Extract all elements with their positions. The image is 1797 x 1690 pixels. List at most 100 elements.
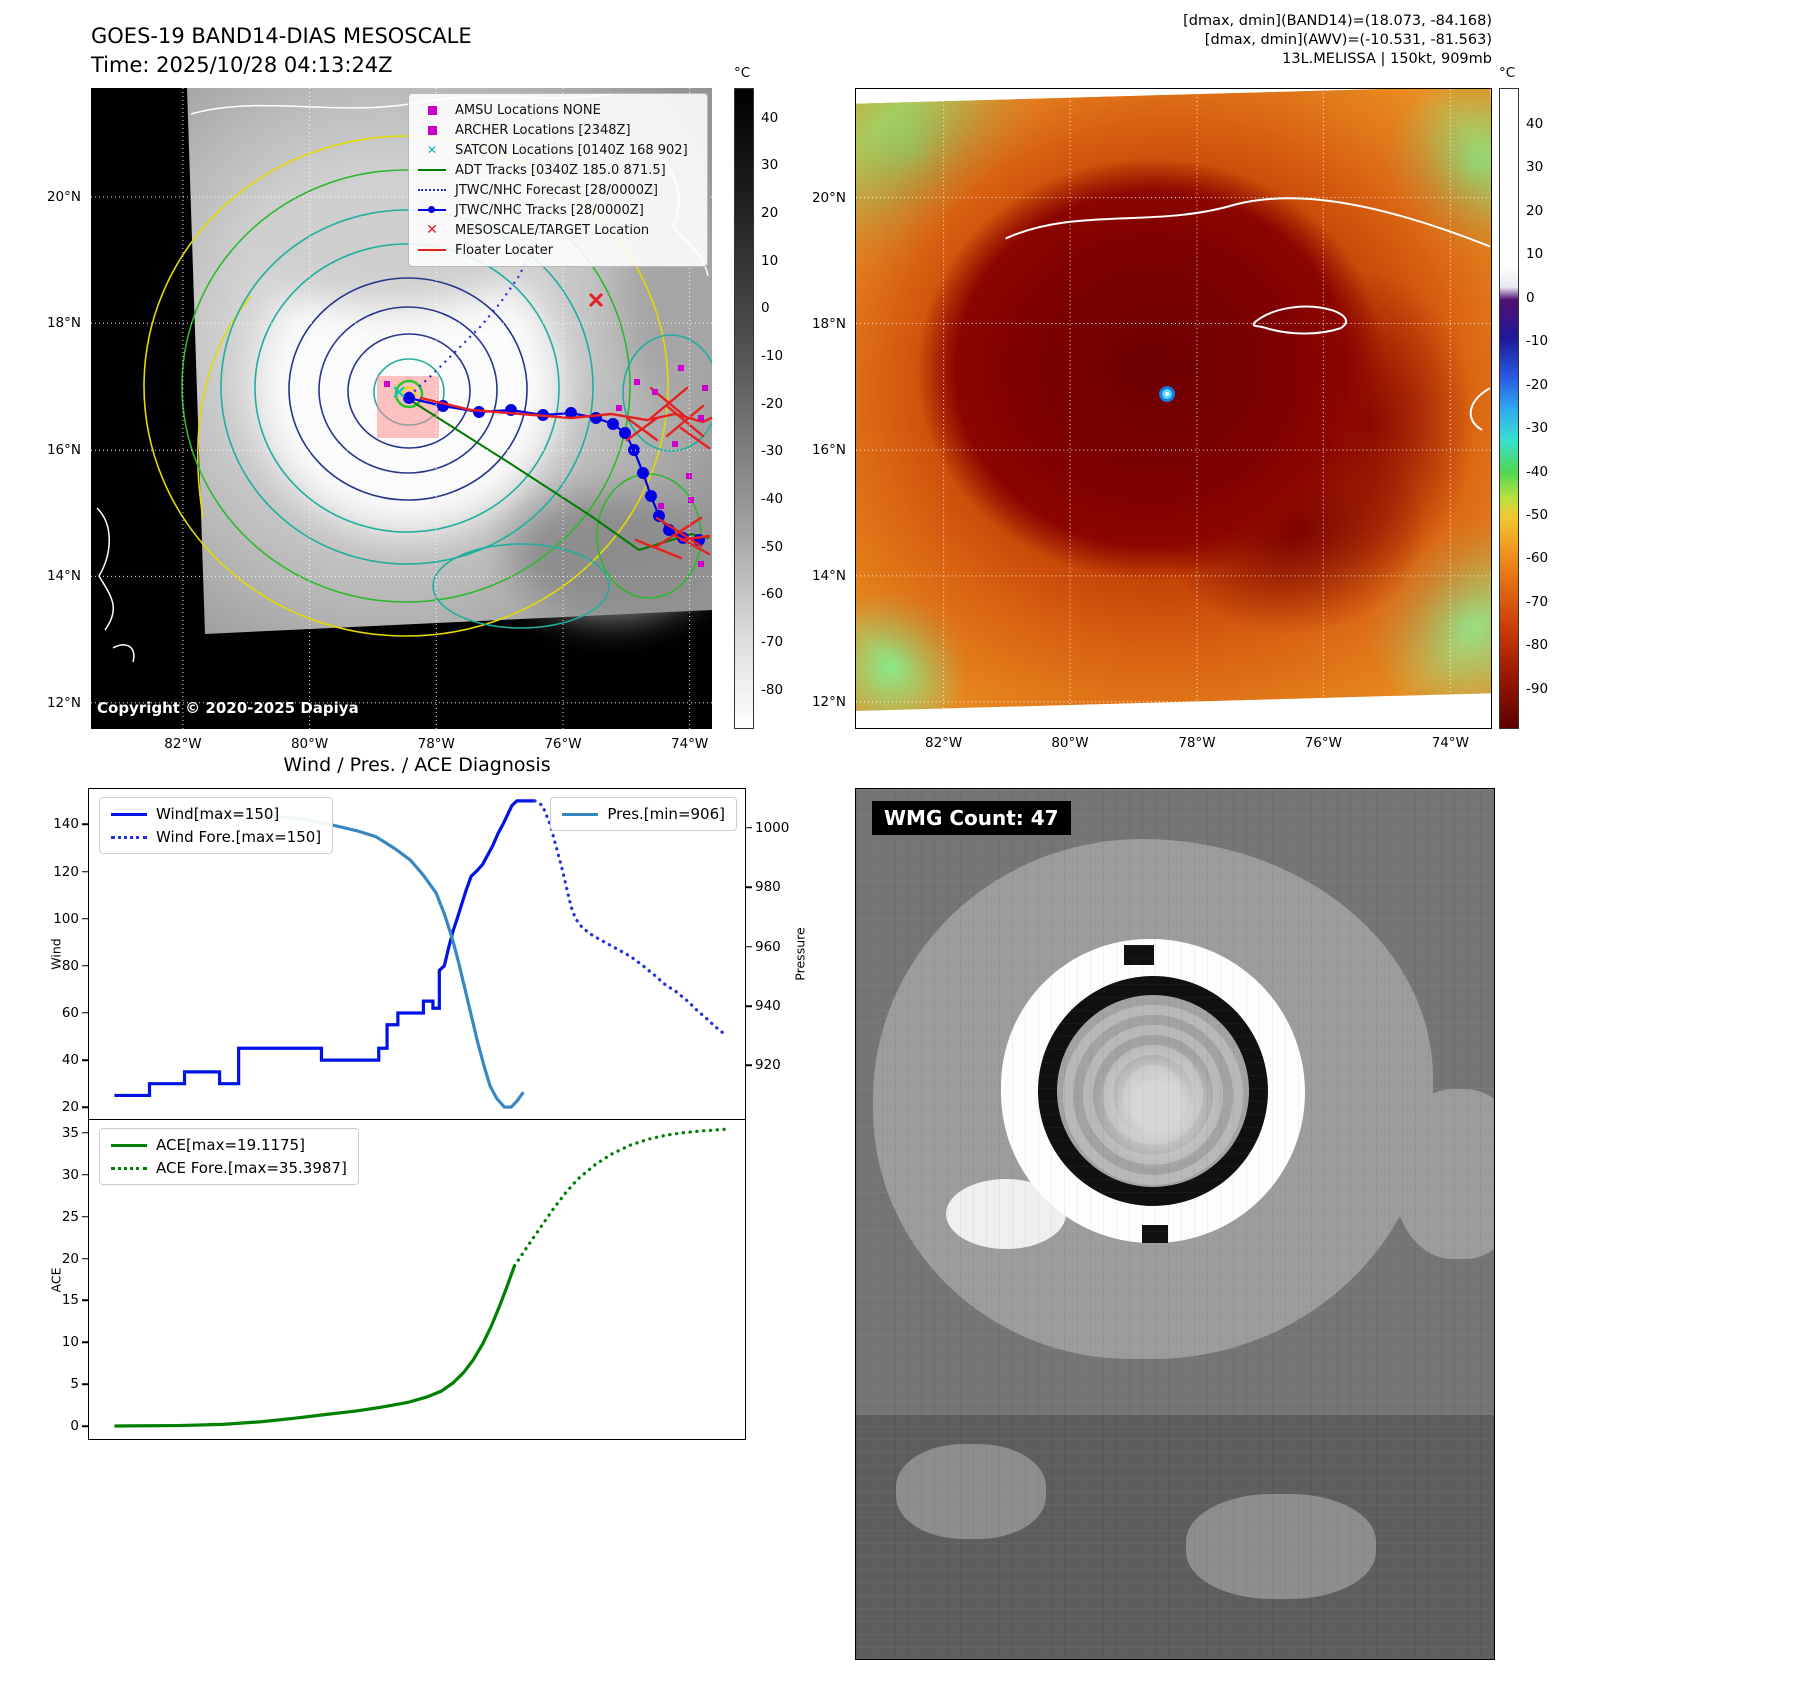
map-lat-tick-label: 14°N bbox=[46, 568, 81, 585]
wmg-black-notch bbox=[1124, 945, 1154, 965]
y-tick-label: 960 bbox=[755, 938, 781, 955]
goes-colorbar: °C 40 30 20 10 0 -10 -20 -30 -40 -50 -60 -70 -80 bbox=[734, 65, 783, 729]
colorbar-tick-label: 30 bbox=[1526, 159, 1544, 176]
y-tick-label: 40 bbox=[61, 1052, 79, 1069]
storm-id-intensity: 13L.MELISSA | 150kt, 909mb bbox=[1282, 51, 1492, 67]
map-legend-label: Floater Locater bbox=[455, 242, 554, 258]
chart-legend-label: Wind Fore.[max=150] bbox=[156, 828, 322, 846]
awv-header-block: [dmax, dmin](BAND14)=(18.073, -84.168) [… bbox=[1000, 12, 1492, 69]
map-lat-tick-label: 16°N bbox=[46, 442, 81, 459]
colorbar-tick-label: -50 bbox=[1526, 507, 1549, 523]
colorbar-tick-label: 30 bbox=[761, 157, 779, 174]
chart-legend: ACE[max=19.1175] ACE Fore.[max=35.3987] bbox=[99, 1128, 359, 1185]
map-lat-tick-label: 18°N bbox=[811, 315, 846, 332]
wmg-black-notch bbox=[1142, 1225, 1168, 1243]
goes-time: Time: 2025/10/28 04:13:24Z bbox=[91, 53, 393, 77]
chart-legend-item: ACE Fore.[max=35.3987] bbox=[111, 1159, 347, 1177]
map-legend-item: ✕ SATCON Locations [0140Z 168 902] bbox=[417, 140, 699, 160]
colorbar-tick-label: -30 bbox=[1526, 420, 1549, 437]
wind-pressure-chart: 20 40 60 80 100 120 140 920 940 960 980 1000 Wind[… bbox=[53, 788, 789, 1120]
legend-line-sample bbox=[111, 1166, 147, 1170]
chart-legend-label: ACE Fore.[max=35.3987] bbox=[156, 1159, 347, 1177]
y-tick-label: 140 bbox=[53, 816, 79, 833]
wmg-panel: WMG Count: 47 bbox=[855, 788, 1495, 1660]
copyright-text: Copyright © 2020-2025 Dapiya bbox=[97, 699, 359, 717]
chart-legend: Pres.[min=906] bbox=[550, 797, 737, 831]
wmg-pixelation-overlay bbox=[856, 789, 1494, 1659]
graticule bbox=[91, 88, 712, 729]
floater-tracks bbox=[419, 386, 712, 560]
x-marker-icon: ✕ bbox=[426, 143, 438, 157]
y-tick-label: 940 bbox=[755, 998, 781, 1015]
colorbar-tick-label: -10 bbox=[1526, 333, 1549, 350]
wmg-count-badge: WMG Count: 47 bbox=[872, 801, 1071, 835]
wmg-gray-blob bbox=[1394, 1089, 1494, 1259]
awv-map-clip bbox=[856, 89, 1491, 728]
colorbar-tick-label: -90 bbox=[1526, 680, 1549, 697]
awv-colorbar-ticks: 40 30 20 10 0 -10 -20 -30 -40 -50 -60 -70 -80 -90 bbox=[1500, 89, 1548, 728]
awv-colorbar-unit: °C bbox=[1499, 65, 1516, 81]
line-marker-icon bbox=[417, 169, 447, 171]
square-marker-icon bbox=[417, 125, 447, 135]
y-tick-label: 920 bbox=[755, 1057, 781, 1074]
y-tick-label: 30 bbox=[61, 1166, 79, 1183]
y-tick-label: 25 bbox=[61, 1208, 79, 1225]
map-lon-tick-label: 76°W bbox=[1304, 735, 1342, 751]
storm-eye bbox=[1159, 386, 1175, 403]
chart-legend-item: Wind Fore.[max=150] bbox=[111, 828, 321, 846]
chart-legend-label: ACE[max=19.1175] bbox=[156, 1136, 305, 1154]
colorbar-tick-label: 20 bbox=[761, 204, 779, 221]
goes-band14-map: AMSU Locations NONE ARCHER Locations [234… bbox=[47, 88, 712, 752]
legend-line-sample bbox=[111, 1143, 147, 1147]
goes-colorbar-ticks: 40 30 20 10 0 -10 -20 -30 -40 -50 -60 -70 -80 bbox=[735, 89, 783, 728]
series-pres- bbox=[114, 808, 525, 1109]
awv-map-overlay bbox=[856, 89, 1491, 728]
diagnosis-title: Wind / Pres. / ACE Diagnosis bbox=[283, 754, 551, 776]
goes-title-block: GOES-19 BAND14-DIAS MESOSCALE Time: 2025… bbox=[91, 22, 472, 80]
dmax-dmin-band14: [dmax, dmin](BAND14)=(18.073, -84.168) bbox=[1183, 13, 1492, 29]
goes-lon-axis: 82°W 80°W 78°W 76°W 74°W bbox=[91, 736, 712, 756]
map-lat-tick-label: 20°N bbox=[46, 188, 81, 205]
awv-lon-axis: 82°W 80°W 78°W 76°W 74°W bbox=[856, 735, 1491, 755]
series-ace-fore- bbox=[512, 1127, 728, 1268]
pressure-y-axis: 920 940 960 980 1000 bbox=[749, 789, 793, 1119]
awv-colorbar: °C 40 30 20 10 0 -10 -20 -30 -40 -50 -60 -70 -80 -90 bbox=[1499, 65, 1548, 729]
y-tick-label: 20 bbox=[61, 1099, 79, 1116]
y-tick-label: 5 bbox=[70, 1376, 79, 1393]
map-legend-item: Floater Locater bbox=[417, 240, 699, 260]
colorbar-tick-label: 0 bbox=[1526, 289, 1535, 306]
map-legend-item: JTWC/NHC Tracks [28/0000Z] bbox=[417, 200, 699, 220]
colorbar-tick-label: 10 bbox=[761, 252, 779, 269]
map-lon-tick-label: 76°W bbox=[544, 736, 582, 752]
goes-map-clip: AMSU Locations NONE ARCHER Locations [234… bbox=[91, 88, 712, 729]
series-wind bbox=[114, 799, 535, 1098]
dmax-dmin-awv: [dmax, dmin](AWV)=(-10.531, -81.563) bbox=[1204, 32, 1492, 48]
y-tick-label: 10 bbox=[61, 1334, 79, 1351]
map-legend-item: ARCHER Locations [2348Z] bbox=[417, 120, 699, 140]
chart-legend-item: Pres.[min=906] bbox=[562, 805, 725, 823]
map-lat-tick-label: 20°N bbox=[811, 189, 846, 206]
colorbar-tick-label: -60 bbox=[761, 586, 784, 603]
amsu-archer-markers bbox=[384, 365, 708, 567]
pressure-axis-label: Pressure bbox=[792, 927, 808, 981]
colorbar-tick-label: 20 bbox=[1526, 202, 1544, 219]
chart-legend-item: ACE[max=19.1175] bbox=[111, 1136, 347, 1154]
y-tick-label: 0 bbox=[70, 1418, 79, 1435]
colorbar-tick-label: 0 bbox=[761, 300, 770, 317]
map-legend-label: JTWC/NHC Tracks [28/0000Z] bbox=[455, 202, 644, 218]
y-tick-label: 980 bbox=[755, 879, 781, 896]
y-tick-label: 120 bbox=[53, 863, 79, 880]
x-bold-marker-icon: ✕ bbox=[426, 222, 438, 238]
colorbar-tick-label: 40 bbox=[1526, 115, 1544, 132]
wmg-gray-blob bbox=[896, 1444, 1046, 1539]
wind-axis-label: Wind bbox=[48, 938, 64, 970]
map-lon-tick-label: 80°W bbox=[1051, 735, 1089, 751]
goes-lat-axis: 20°N 18°N 16°N 14°N 12°N bbox=[35, 88, 85, 729]
map-lon-tick-label: 82°W bbox=[164, 736, 202, 752]
colorbar-tick-label: -60 bbox=[1526, 550, 1549, 567]
colorbar-tick-label: -40 bbox=[1526, 463, 1549, 480]
graticule bbox=[856, 89, 1491, 728]
chart-legend-item: Wind[max=150] bbox=[111, 805, 321, 823]
map-legend-label: ADT Tracks [0340Z 185.0 871.5] bbox=[455, 162, 666, 178]
